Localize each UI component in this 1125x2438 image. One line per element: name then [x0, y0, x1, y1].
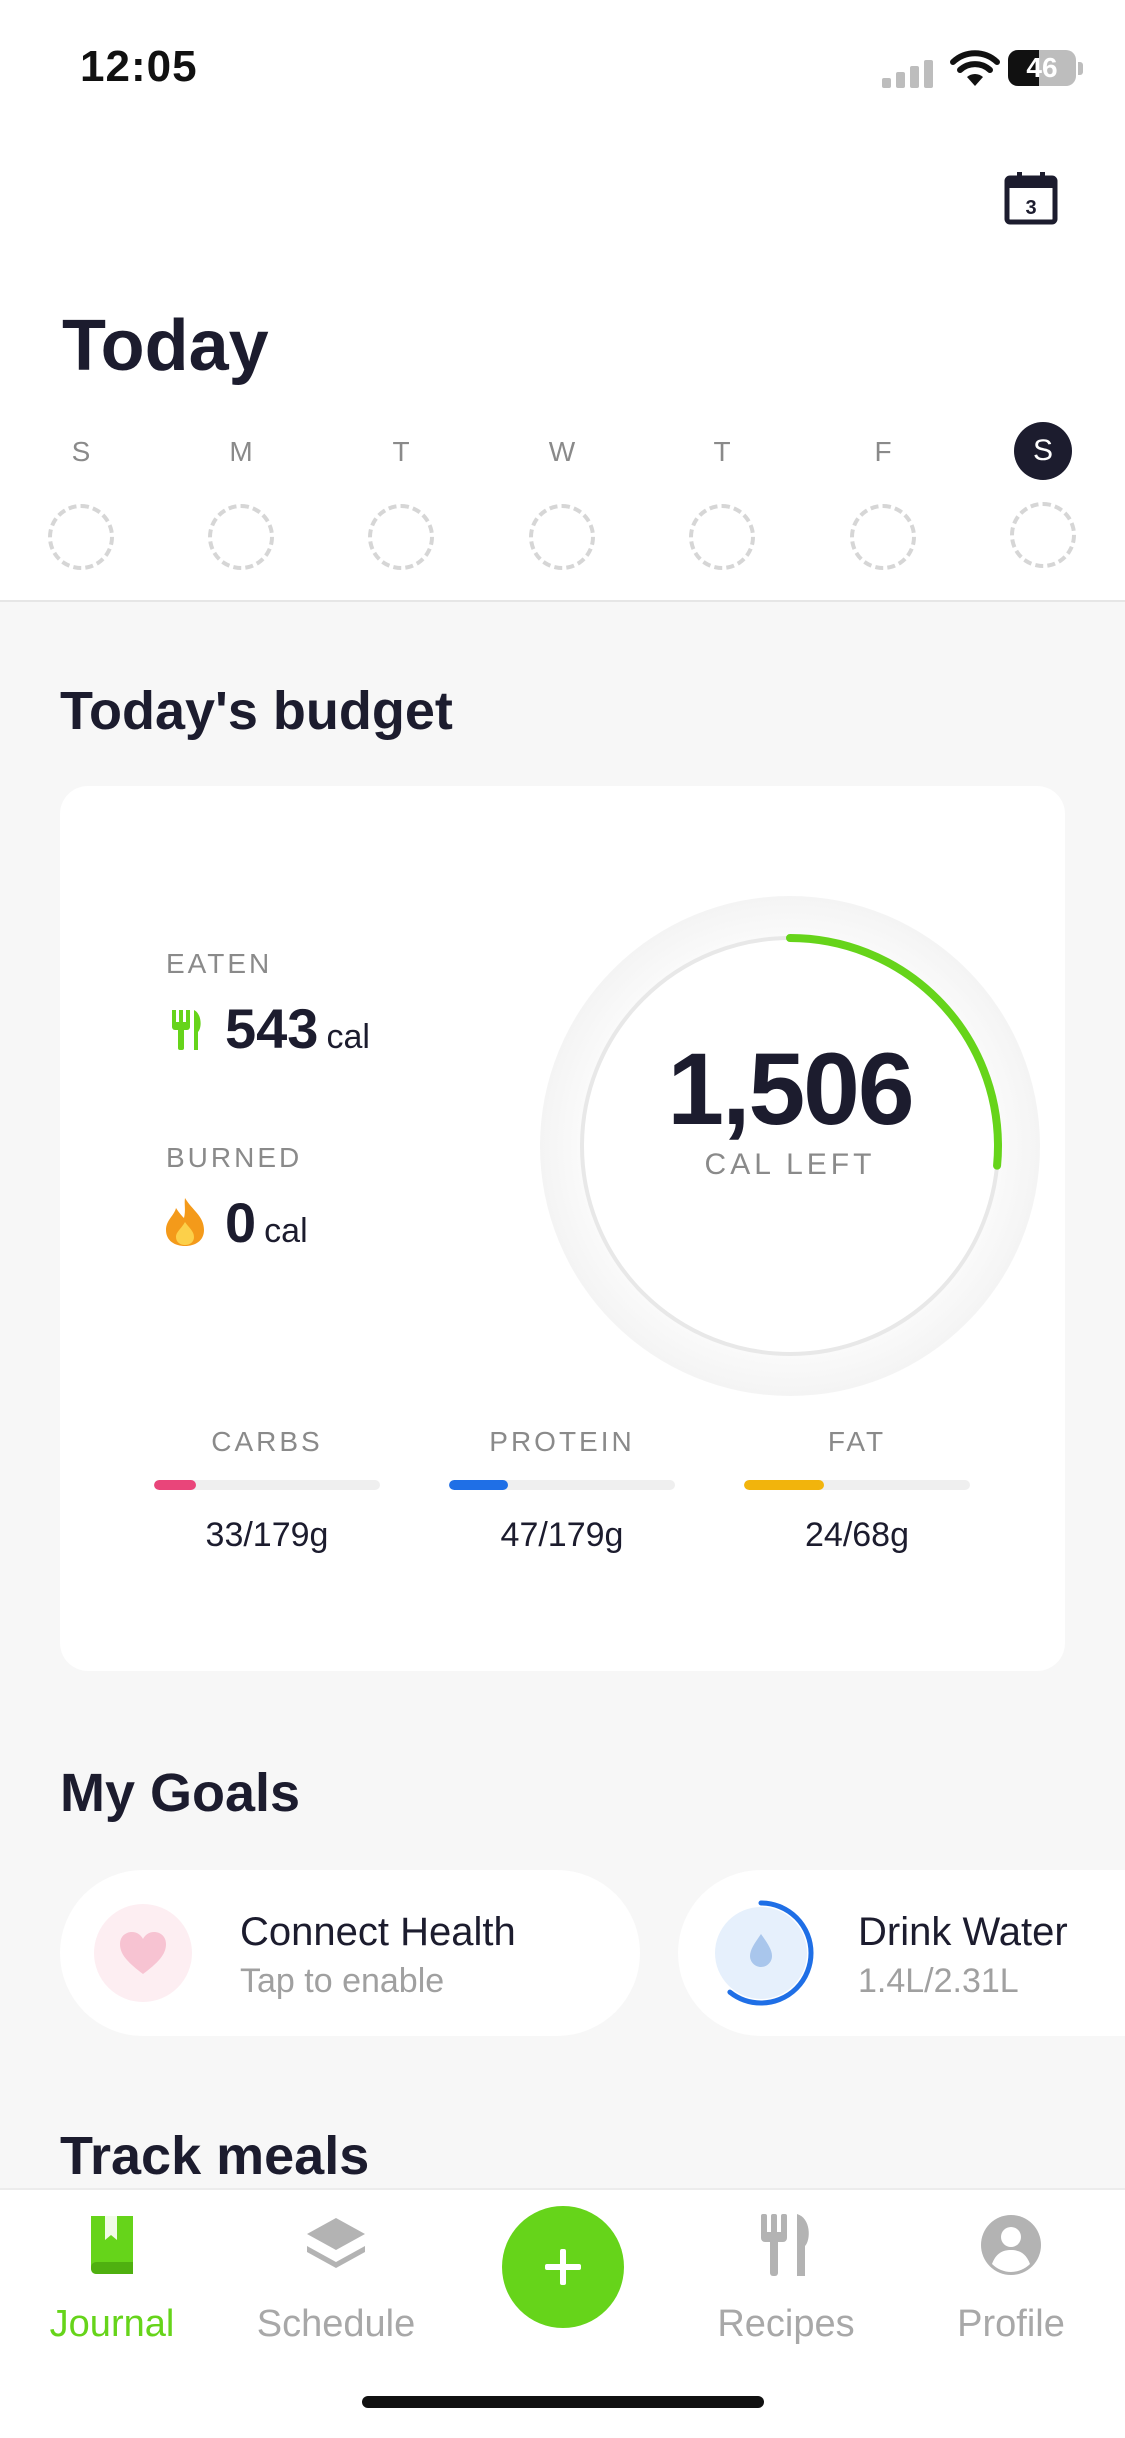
- day-sunday[interactable]: S: [36, 428, 126, 570]
- flame-icon: [166, 1198, 204, 1246]
- macro-value: 47/179g: [500, 1516, 624, 1554]
- macro-name: PROTEIN: [489, 1426, 635, 1457]
- day-monday[interactable]: M: [196, 428, 286, 570]
- profile-icon: [981, 2215, 1041, 2275]
- day-tuesday[interactable]: T: [356, 428, 446, 570]
- layers-icon: [307, 2218, 365, 2268]
- cellular-signal-icon: [882, 60, 933, 88]
- macro-carbs: CARBS 33/179g: [154, 1426, 380, 1555]
- tab-journal[interactable]: Journal: [12, 2210, 212, 2346]
- eaten-unit: cal: [326, 1018, 370, 1056]
- wifi-icon: [950, 50, 1000, 86]
- macro-protein: PROTEIN 47/179g: [449, 1426, 675, 1555]
- day-saturday[interactable]: S: [998, 422, 1088, 568]
- macro-fat: FAT 24/68g: [744, 1426, 970, 1555]
- day-label: W: [548, 436, 576, 467]
- plus-icon: [545, 2249, 581, 2285]
- macro-value: 24/68g: [805, 1516, 909, 1554]
- tab-label: Journal: [49, 2303, 175, 2345]
- goal-title: Connect Health: [240, 1910, 516, 1954]
- calories-ring-graphic: [540, 896, 1040, 1396]
- goal-subtitle: Tap to enable: [240, 1962, 445, 2000]
- water-progress-arc: [708, 1900, 814, 2006]
- macro-value: 33/179g: [205, 1516, 329, 1554]
- add-button[interactable]: [502, 2206, 624, 2328]
- macro-bar-fill: [154, 1480, 196, 1490]
- day-label: M: [229, 436, 253, 467]
- day-progress-ring: [48, 504, 114, 570]
- calendar-icon[interactable]: 3: [1003, 170, 1059, 226]
- day-progress-ring: [850, 504, 916, 570]
- tab-label: Recipes: [717, 2303, 855, 2345]
- day-friday[interactable]: F: [838, 428, 928, 570]
- water-drop-icon: [708, 1900, 814, 2006]
- day-progress-ring: [368, 504, 434, 570]
- tab-label: Profile: [957, 2303, 1065, 2345]
- fork-knife-icon: [761, 2214, 809, 2276]
- header: 12:05 46 3 Today S M T W T: [0, 0, 1125, 602]
- calories-progress-arc: [578, 934, 1002, 1358]
- tab-schedule[interactable]: Schedule: [236, 2210, 436, 2346]
- home-indicator: [362, 2396, 764, 2408]
- burned-value: 0 cal: [225, 1191, 308, 1254]
- macro-bar-fill: [744, 1480, 824, 1490]
- heart-icon: [94, 1904, 192, 2002]
- day-thursday[interactable]: T: [677, 428, 767, 570]
- eaten-value: 543 cal: [225, 997, 370, 1060]
- day-label: F: [874, 436, 892, 467]
- tab-recipes[interactable]: Recipes: [686, 2210, 886, 2346]
- journal-icon: [91, 2216, 133, 2274]
- battery-level: 46: [1026, 52, 1058, 83]
- status-time: 12:05: [80, 42, 198, 91]
- macro-name: FAT: [827, 1426, 887, 1457]
- day-progress-ring: [529, 504, 595, 570]
- tab-profile[interactable]: Profile: [911, 2210, 1111, 2346]
- day-label-selected: S: [1014, 422, 1072, 480]
- fork-knife-icon: [172, 1010, 201, 1050]
- battery-icon: 46: [1008, 50, 1084, 88]
- calendar-day-number: 3: [1025, 197, 1036, 219]
- day-wednesday[interactable]: W: [517, 428, 607, 570]
- calories-left-value: 1,506: [667, 1032, 914, 1146]
- day-label: T: [392, 436, 410, 467]
- day-progress-ring: [1010, 502, 1076, 568]
- page-title: Today: [62, 306, 269, 386]
- eaten-label: EATEN: [166, 948, 273, 979]
- budget-section-title: Today's budget: [60, 681, 453, 741]
- goal-subtitle: 1.4L/2.31L: [858, 1962, 1019, 2000]
- burned-label: BURNED: [166, 1142, 303, 1173]
- calories-left-label: CAL LEFT: [704, 1148, 876, 1181]
- macro-name: CARBS: [211, 1426, 323, 1457]
- burned-unit: cal: [264, 1212, 308, 1250]
- tab-label: Schedule: [256, 2303, 416, 2345]
- day-progress-ring: [208, 504, 274, 570]
- budget-card[interactable]: EATEN 543 cal BURNED 0 cal 1,506 CAL LEFT: [60, 786, 1065, 1671]
- goal-connect-health[interactable]: Connect Health Tap to enable: [60, 1870, 640, 2036]
- day-label: S: [71, 436, 91, 467]
- track-meals-title: Track meals: [60, 2126, 370, 2186]
- goal-title: Drink Water: [858, 1910, 1068, 1954]
- calories-ring: 1,506 CAL LEFT: [530, 886, 1050, 1406]
- goal-drink-water[interactable]: Drink Water 1.4L/2.31L: [678, 1870, 1125, 2036]
- day-label: T: [713, 436, 731, 467]
- macro-bar-fill: [449, 1480, 509, 1490]
- goals-section-title: My Goals: [60, 1763, 301, 1823]
- day-progress-ring: [689, 504, 755, 570]
